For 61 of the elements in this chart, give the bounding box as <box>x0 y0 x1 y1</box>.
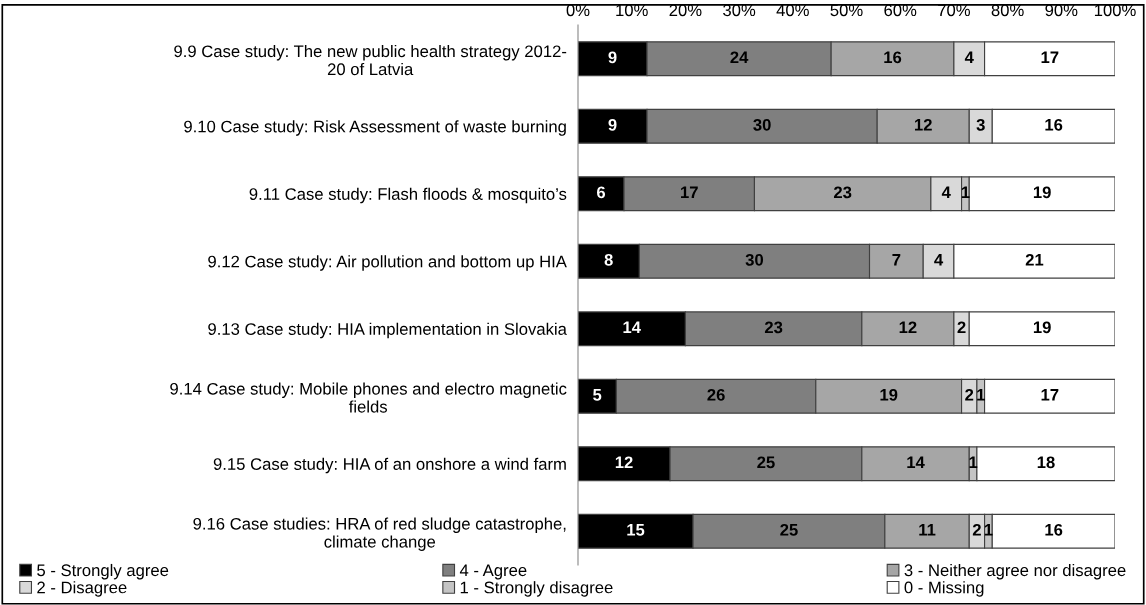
data-label: 17 <box>1041 389 1059 401</box>
data-label: 25 <box>757 456 775 469</box>
data-label: 17 <box>1041 51 1059 64</box>
y-tick-label: 9.13 Case study: HIA implementation in Slovakia <box>208 322 567 339</box>
data-label: 4 <box>934 254 944 266</box>
data-label: 19 <box>1033 186 1051 199</box>
y-tick-label: 9.14 Case study: Mobile phones and electro magnetic fields <box>170 382 567 413</box>
data-label: 26 <box>707 388 725 401</box>
data-label: 19 <box>880 388 898 401</box>
data-label: 2 <box>957 321 966 334</box>
data-label: 23 <box>764 321 783 334</box>
legend-label: 0 - Missing <box>904 581 984 597</box>
y-tick-label: 9.12 Case study: Air pollution and bottom up HIA <box>208 255 567 271</box>
legend-label: 4 - Agree <box>459 564 527 580</box>
data-label: 25 <box>780 523 798 536</box>
data-label: 16 <box>1045 523 1063 536</box>
data-label: 15 <box>627 524 645 536</box>
data-label: 6 <box>596 186 606 199</box>
data-label: 24 <box>730 51 749 64</box>
data-label: 14 <box>623 321 641 334</box>
x2-tick-label: 80% <box>991 4 1024 17</box>
legend-label: 5 - Strongly agree <box>37 563 169 580</box>
data-label: 23 <box>833 186 852 199</box>
y-tick-label: 9.16 Case studies: HRA of red sludge catastrophe, climate change <box>193 517 566 551</box>
data-label: 18 <box>1037 456 1055 469</box>
data-label: 21 <box>1025 253 1044 266</box>
x2-tick-label: 40% <box>776 4 809 17</box>
data-label: 12 <box>615 456 633 469</box>
legend-label: 2 - Disagree <box>37 581 127 597</box>
data-label: 19 <box>1033 321 1051 334</box>
data-label: 16 <box>1045 118 1063 131</box>
data-label: 5 <box>593 389 602 401</box>
x2-tick-label: 30% <box>723 4 756 17</box>
x2-tick-label: 60% <box>884 4 917 17</box>
data-label: 3 <box>976 118 985 131</box>
data-label: 2 <box>972 523 981 536</box>
data-label: 4 <box>964 51 974 64</box>
data-label: 30 <box>745 253 764 266</box>
y-tick-label: 9.15 Case study: HIA of an onshore a wind farm <box>213 457 566 474</box>
data-label: 30 <box>753 118 771 131</box>
x2-tick-label: 0% <box>566 4 590 17</box>
data-label: 12 <box>915 118 932 131</box>
data-label: 17 <box>681 186 698 199</box>
x2-tick-label: 10% <box>616 4 648 17</box>
data-label: 2 <box>965 388 974 401</box>
x2-tick-label: 90% <box>1045 4 1078 17</box>
legend-label: 1 - Strongly disagree <box>460 581 613 597</box>
data-label: 14 <box>907 456 925 469</box>
data-label: 7 <box>892 254 901 266</box>
data-label: 4 <box>941 186 951 199</box>
data-label: 16 <box>884 51 902 64</box>
data-label: 9 <box>608 118 617 131</box>
data-label: 11 <box>919 524 936 536</box>
y-tick-label: 9.11 Case study: Flash floods & mosquito’s <box>249 187 567 204</box>
x2-tick-label: 20% <box>669 4 702 17</box>
legend-label: 3 - Neither agree nor disagree <box>904 563 1126 580</box>
data-label: 12 <box>899 321 917 334</box>
y-tick-label: 9.9 Case study: The new public health strategy 2012- 20 of Latvia <box>174 44 567 76</box>
data-label: 8 <box>604 253 613 266</box>
y-tick-label: 9.10 Case study: Risk Assessment of waste burning <box>184 120 566 136</box>
data-label: 9 <box>608 51 617 64</box>
